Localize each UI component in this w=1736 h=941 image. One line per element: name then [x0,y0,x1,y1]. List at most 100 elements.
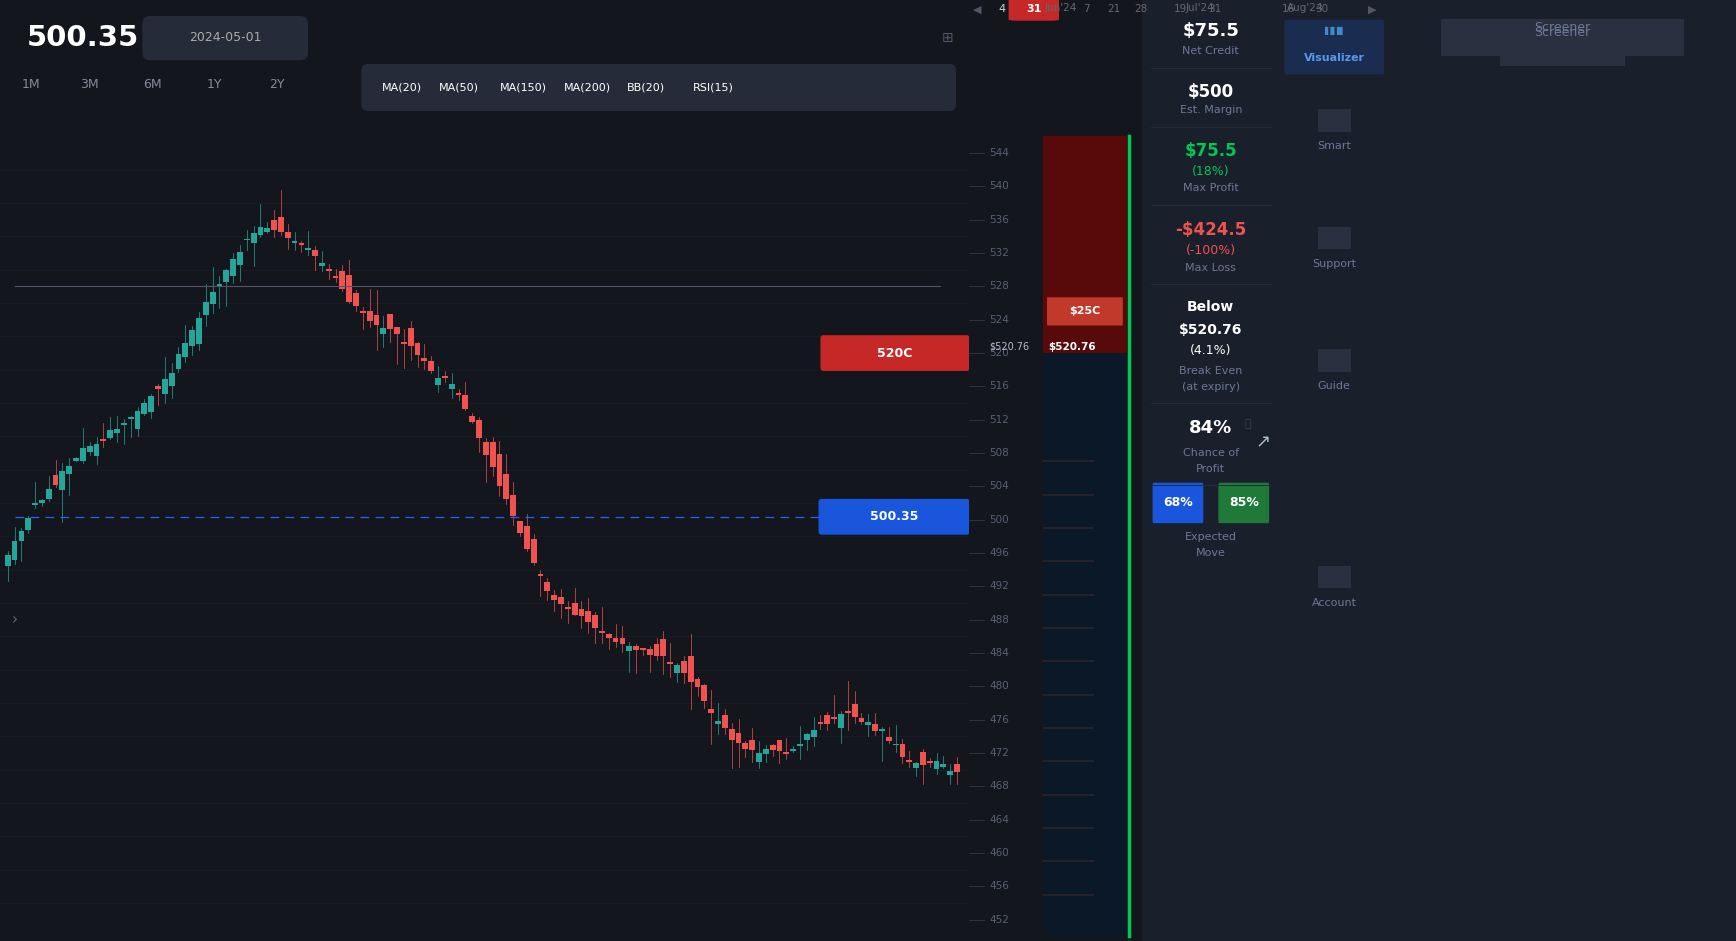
Text: 3M: 3M [80,78,99,91]
Text: Move: Move [1196,548,1226,558]
Text: 520: 520 [990,348,1009,359]
Bar [380,327,387,333]
Text: 464: 464 [990,815,1009,824]
Text: 19: 19 [1174,5,1187,14]
Text: 488: 488 [990,614,1009,625]
Text: 496: 496 [990,548,1009,558]
Bar [455,392,462,394]
Text: Jul'24: Jul'24 [1186,3,1213,12]
Text: 7: 7 [1083,5,1090,14]
Text: 460: 460 [990,848,1009,858]
Bar [189,330,194,346]
Bar [920,752,925,765]
Bar [80,448,85,461]
Bar [45,489,52,500]
Bar [483,441,490,455]
Text: 520C: 520C [877,346,913,359]
Text: 31: 31 [1026,5,1042,14]
Bar [1318,566,1351,588]
Bar [26,518,31,530]
Text: RSI(15): RSI(15) [693,83,734,92]
Text: ▌▋▉: ▌▋▉ [1325,26,1344,36]
Text: MA(20): MA(20) [382,83,422,92]
Text: 6M: 6M [144,78,161,91]
Bar [161,379,168,394]
FancyBboxPatch shape [821,335,970,371]
Text: 532: 532 [990,248,1009,258]
Bar [19,531,24,541]
Text: Est. Margin: Est. Margin [1179,105,1243,116]
Bar [757,753,762,762]
Bar [743,743,748,748]
Text: Guide: Guide [1318,381,1351,391]
Text: Aug'24: Aug'24 [1286,3,1323,12]
Text: 456: 456 [990,882,1009,891]
Bar [722,714,727,728]
Bar [408,327,413,345]
Text: MA(50): MA(50) [439,83,479,92]
Bar [845,711,851,713]
Text: ◀: ◀ [972,5,981,14]
Text: 31: 31 [1208,5,1220,14]
Bar [701,685,707,701]
Bar [210,293,215,304]
Text: Account: Account [1312,598,1356,608]
Bar [955,763,960,772]
Text: Max Loss: Max Loss [1186,263,1236,273]
Bar [503,474,509,500]
Bar [641,647,646,650]
Text: 452: 452 [990,915,1009,925]
Bar [264,228,271,231]
Bar [196,318,201,343]
Text: Max Profit: Max Profit [1182,183,1240,194]
Bar [401,342,406,344]
Bar [885,738,892,742]
Bar [462,395,469,409]
Bar [648,648,653,655]
Bar [660,639,667,656]
FancyBboxPatch shape [1047,297,1123,326]
Bar [271,219,278,231]
Text: Visualizer: Visualizer [1304,54,1364,63]
Bar [613,638,618,642]
Bar [94,444,99,456]
Text: 472: 472 [990,748,1009,758]
Text: 4: 4 [998,5,1005,14]
Bar [545,582,550,591]
Bar [687,656,694,681]
Bar [52,475,59,485]
Bar [5,555,10,566]
Text: $75.5: $75.5 [1182,22,1240,40]
Text: Support: Support [1312,259,1356,269]
Bar [804,734,809,741]
Text: 21: 21 [1108,5,1120,14]
Bar [783,753,790,755]
Text: Screener: Screener [1535,26,1590,40]
Text: Chance of: Chance of [1182,448,1240,458]
Text: MA(200): MA(200) [564,83,611,92]
Bar [203,302,208,315]
Bar [1043,136,1127,353]
Bar [326,269,332,271]
Bar [811,730,816,737]
Bar [366,311,373,322]
Text: ↗: ↗ [1255,434,1271,452]
Bar [531,539,536,564]
FancyBboxPatch shape [1285,20,1384,74]
Text: 540: 540 [990,182,1009,191]
Text: 2Y: 2Y [269,78,285,91]
Bar [243,239,250,241]
Text: 68%: 68% [1163,496,1193,509]
Bar [1318,109,1351,132]
Bar [776,741,783,751]
Bar [838,714,844,727]
Text: 516: 516 [990,381,1009,391]
Text: Smart: Smart [1318,141,1351,152]
Bar [620,638,625,644]
FancyBboxPatch shape [142,16,307,60]
Text: 476: 476 [990,714,1009,725]
Bar [175,354,181,370]
Bar [306,248,311,250]
Bar [871,724,878,731]
Text: ▶: ▶ [1368,5,1377,14]
